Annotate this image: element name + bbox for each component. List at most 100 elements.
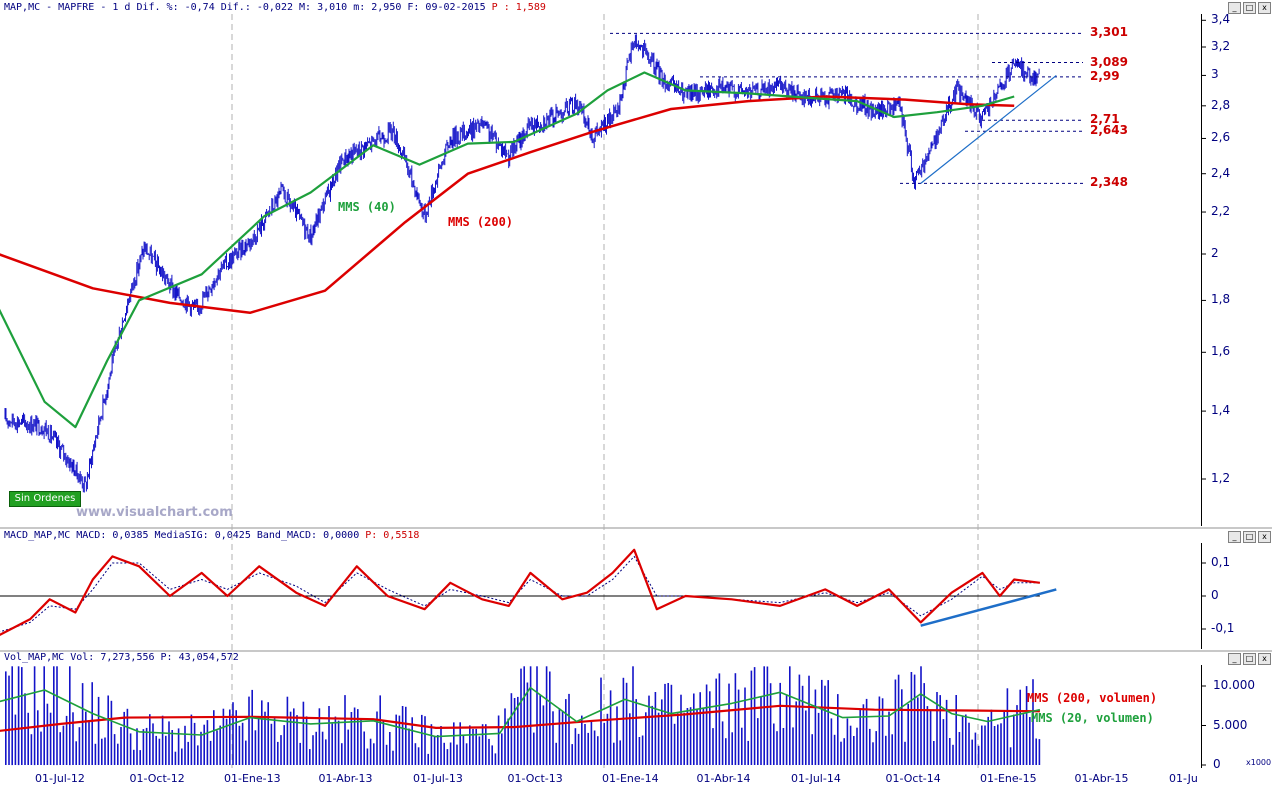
minimize-button[interactable]: _ xyxy=(1228,2,1241,14)
volume-bar xyxy=(296,715,298,765)
volume-bar xyxy=(1006,688,1009,765)
volume-bar xyxy=(62,725,65,765)
volume-bar xyxy=(987,716,989,765)
volume-bar xyxy=(315,731,317,765)
volume-bar xyxy=(171,730,173,765)
volume-bar xyxy=(878,696,881,765)
price-y-tick-label: 1,4 xyxy=(1211,403,1231,418)
volume-y-tick-label: 5.000 xyxy=(1213,717,1248,732)
volume-bar xyxy=(737,689,740,765)
volume-bar xyxy=(779,682,781,765)
volume-bar xyxy=(110,700,113,765)
volume-bar xyxy=(305,716,308,765)
close-button[interactable]: x xyxy=(1258,531,1271,543)
volume-bar xyxy=(232,702,234,765)
volume-bar xyxy=(904,741,906,765)
price-trendline xyxy=(920,74,1057,184)
minimize-button[interactable]: _ xyxy=(1228,653,1241,665)
volume-bar xyxy=(584,724,586,765)
volume-bar xyxy=(267,702,269,765)
volume-bar xyxy=(411,717,413,765)
volume-bar xyxy=(881,698,884,765)
volume-bar xyxy=(142,729,145,765)
volume-bar xyxy=(181,748,183,765)
volume-bar xyxy=(238,725,241,765)
volume-bar xyxy=(417,747,420,765)
volume-bar xyxy=(792,727,794,765)
x-tick-label: 01-Ju xyxy=(1169,772,1198,785)
volume-bar xyxy=(222,708,225,765)
volume-bar xyxy=(350,712,353,765)
volume-bar xyxy=(683,712,685,765)
volume-bar xyxy=(760,696,762,765)
volume-bar xyxy=(449,742,452,765)
volume-bar xyxy=(309,749,311,765)
volume-bar xyxy=(728,683,730,765)
x-tick-label: 01-Ene-15 xyxy=(980,772,1037,785)
volume-bar xyxy=(574,728,577,765)
volume-bar xyxy=(206,720,209,765)
volume-bar xyxy=(709,691,711,765)
level-label: 2,71 xyxy=(1090,112,1120,127)
volume-bar xyxy=(542,705,545,765)
volume-bar xyxy=(673,723,676,765)
volume-bar xyxy=(325,739,327,765)
mms200-line xyxy=(0,95,1015,315)
close-button[interactable]: x xyxy=(1258,2,1271,14)
volume-bar xyxy=(811,734,813,765)
volume-bar xyxy=(5,671,7,765)
price-y-tick-label: 2 xyxy=(1211,246,1219,260)
x-tick-label: 01-Oct-14 xyxy=(885,772,941,785)
x-tick-label: 01-Jul-13 xyxy=(413,772,463,785)
volume-bar xyxy=(785,694,788,765)
sin-ordenes-badge[interactable]: Sin Ordenes xyxy=(9,491,81,507)
volume-bar xyxy=(491,745,493,765)
volume-bar xyxy=(581,715,583,765)
panel-separator[interactable] xyxy=(0,527,1272,529)
maximize-button[interactable]: □ xyxy=(1243,531,1256,543)
maximize-button[interactable]: □ xyxy=(1243,653,1256,665)
volume-bar xyxy=(1029,717,1031,765)
volume-bar xyxy=(593,730,596,765)
volume-bar xyxy=(398,715,401,765)
volume-bar xyxy=(321,731,324,765)
volume-unit-label: x1000 xyxy=(1246,758,1272,767)
volume-bar xyxy=(456,744,458,765)
volume-bar xyxy=(625,682,628,765)
volume-bar xyxy=(603,722,605,765)
volume-bar xyxy=(369,738,372,765)
volume-bar xyxy=(504,708,506,765)
volume-bar xyxy=(801,685,804,765)
volume-bar xyxy=(334,716,337,765)
volume-header-text: Vol_MAP,MC Vol: 7,273,556 P: 43,054,572 xyxy=(4,652,239,663)
volume-bar xyxy=(437,735,439,765)
volume-bar xyxy=(529,666,532,766)
volume-bar xyxy=(718,673,721,765)
volume-bar xyxy=(43,666,45,766)
panel-separator[interactable] xyxy=(0,650,1272,652)
volume-bar xyxy=(894,679,897,765)
volume-bar xyxy=(539,694,541,765)
volume-bar xyxy=(897,674,900,765)
minimize-button[interactable]: _ xyxy=(1228,531,1241,543)
volume-panel-header: Vol_MAP,MC Vol: 7,273,556 P: 43,054,572 xyxy=(4,652,239,663)
maximize-button[interactable]: □ xyxy=(1243,2,1256,14)
volume-bar xyxy=(693,693,695,765)
volume-bar xyxy=(632,666,634,766)
volume-bar xyxy=(104,737,106,765)
volume-bar xyxy=(833,734,836,765)
volume-bar xyxy=(251,689,253,765)
volume-bar xyxy=(133,749,135,765)
volume-bar xyxy=(699,692,701,765)
x-tick-label: 01-Jul-14 xyxy=(791,772,841,785)
volume-bar xyxy=(958,732,961,765)
volume-window-buttons: _ □ x xyxy=(1228,653,1271,665)
volume-bar xyxy=(59,732,61,765)
volume-bar xyxy=(75,741,77,765)
volume-bar xyxy=(113,734,116,765)
volume-bar xyxy=(680,694,682,765)
close-button[interactable]: x xyxy=(1258,653,1271,665)
volume-bar xyxy=(421,714,423,765)
price-y-tick-label: 1,2 xyxy=(1211,471,1231,485)
